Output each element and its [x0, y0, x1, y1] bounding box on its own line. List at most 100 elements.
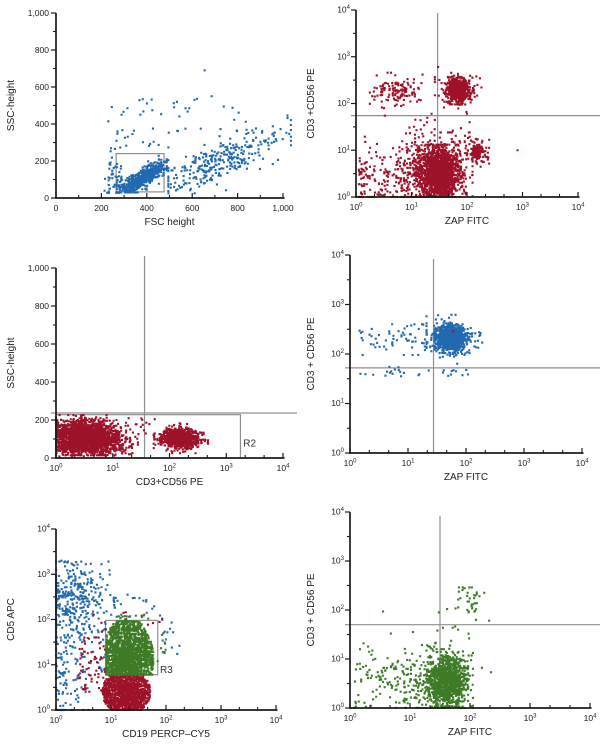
tick-label: 102 [331, 605, 344, 615]
scatter-points-red [357, 135, 427, 198]
panel-cd19-vs-cd5: 100 101 102 103 104 100 101 102 103 104 CD19 PERCP… [6, 524, 283, 741]
guides-layer [345, 259, 600, 453]
points-layer [55, 559, 181, 711]
x-axis-title: CD3+CD56 PE [136, 477, 204, 488]
panel-cell-2: 100 101 102 103 104 100 101 102 103 104 ZAP FITC CD… [300, 0, 603, 255]
tick-label: 600 [35, 339, 49, 349]
tick-label: 104 [331, 507, 344, 517]
scatter-points-blue [471, 331, 484, 349]
scatter-points-green [115, 613, 150, 621]
scatter-points-red [405, 112, 471, 147]
tick-label: 101 [405, 202, 418, 212]
tick-label: 103 [37, 569, 50, 579]
scatter-points-blue [233, 111, 289, 143]
panel-cell-1: 0 200 400 600 800 1,000 0 200 400 600 800 1,000 FSC … [0, 0, 300, 255]
panel-cd3cd56-vs-ssc: 100 101 102 103 104 0 200 400 600 800 1,000 CD3+CD5… [6, 256, 297, 488]
scatter-points-green [454, 586, 486, 614]
tick-label: 200 [35, 415, 49, 425]
scatter-points-blue [103, 156, 123, 194]
scatter-points-blue [425, 313, 480, 365]
tick-label: 100 [337, 192, 350, 202]
tick-label: 104 [572, 202, 585, 212]
scatter-points-green [156, 633, 167, 663]
scatter-points-red [55, 431, 134, 458]
points-layer [55, 414, 210, 458]
tick-label: 102 [460, 458, 473, 468]
tick-label: 600 [185, 203, 199, 213]
x-axis-title: ZAP FITC [448, 727, 492, 738]
tick-label: 100 [50, 463, 63, 473]
tick-label: 101 [404, 713, 417, 723]
x-axis-title: ZAP FITC [444, 472, 488, 483]
x-axis-title: FSC height [144, 217, 194, 228]
tick-label: 400 [35, 377, 49, 387]
tick-label: 102 [160, 715, 173, 725]
panel-zap-vs-cd3cd56-ungated: 100 101 102 103 104 100 101 102 103 104 ZAP FITC CD… [306, 5, 600, 227]
tick-label: 103 [524, 713, 537, 723]
tick-label: 100 [331, 703, 344, 713]
scatter-points-blue [167, 119, 292, 195]
tick-label: 104 [584, 713, 597, 723]
tick-label: 101 [337, 145, 350, 155]
tick-label: 104 [270, 715, 283, 725]
points-layer [353, 586, 492, 709]
scatter-points-extra-red [452, 330, 455, 333]
tick-label: 102 [464, 713, 477, 723]
tick-label: 103 [215, 715, 228, 725]
tick-label: 1,000 [272, 203, 294, 213]
y-axis-title: SSC-height [6, 80, 17, 131]
points-layer [358, 313, 484, 378]
tick-label: 200 [35, 156, 49, 166]
tick-label: 101 [331, 398, 344, 408]
scatter-points-red [368, 71, 423, 110]
scatter-points-blue [107, 95, 234, 153]
axes-layer: 100 101 102 103 104 0 200 400 600 800 1,000 CD3+CD5… [6, 263, 290, 488]
panel-cell-4: 100 101 102 103 104 100 101 102 103 104 ZAP FITC CD… [300, 250, 603, 505]
tick-label: 102 [163, 463, 176, 473]
tick-label: 103 [331, 556, 344, 566]
tick-label: 1,000 [28, 263, 50, 273]
tick-label: 103 [516, 202, 529, 212]
tick-label: 102 [337, 98, 350, 108]
tick-label: 0 [54, 203, 59, 213]
axes-layer: 100 101 102 103 104 100 101 102 103 104 ZAP FITC CD… [306, 250, 589, 484]
tick-label: 104 [277, 463, 290, 473]
scatter-points-red [386, 131, 474, 198]
tick-label: 102 [331, 349, 344, 359]
scatter-points-blue [55, 560, 115, 644]
tick-label: 100 [344, 713, 357, 723]
tick-label: 102 [37, 614, 50, 624]
tick-label: 400 [35, 119, 49, 129]
scatter-points-green [105, 620, 155, 676]
tick-label: 0 [44, 453, 49, 463]
tick-label: 103 [518, 458, 531, 468]
tick-label: 800 [231, 203, 245, 213]
scatter-points-blue [358, 323, 428, 356]
panel-fsc-vs-ssc: 0 200 400 600 800 1,000 0 200 400 600 800 1,000 FSC … [6, 8, 294, 228]
tick-label: 104 [576, 458, 589, 468]
tick-label: 101 [105, 715, 118, 725]
points-layer [357, 66, 519, 198]
gate-label-r3: R3 [160, 665, 173, 676]
axes-layer: 100 101 102 103 104 100 101 102 103 104 CD19 PERCP… [6, 524, 283, 741]
tick-label: 104 [331, 250, 344, 260]
tick-label: 101 [37, 659, 50, 669]
panel-cell-5: 100 101 102 103 104 100 101 102 103 104 CD19 PERCP… [0, 500, 300, 750]
tick-label: 100 [344, 458, 357, 468]
tick-label: 800 [35, 45, 49, 55]
y-axis-title: CD5 APC [6, 598, 17, 641]
tick-label: 100 [331, 448, 344, 458]
tick-label: 0 [44, 193, 49, 203]
y-axis-title: SSC-height [6, 337, 17, 388]
guides-layer [351, 13, 600, 197]
scatter-points-green [427, 625, 471, 648]
tick-label: 102 [461, 202, 474, 212]
panel-zap-vs-cd3cd56-r3: 100 101 102 103 104 100 101 102 103 104 ZAP FITC CD… [306, 507, 600, 738]
panel-zap-vs-cd3cd56-r2: 100 101 102 103 104 100 101 102 103 104 ZAP FITC CD… [306, 250, 600, 484]
tick-label: 800 [35, 301, 49, 311]
panel-cell-3: 100 101 102 103 104 0 200 400 600 800 1,000 CD3+CD5… [0, 250, 300, 505]
tick-label: 101 [331, 654, 344, 664]
tick-label: 103 [331, 299, 344, 309]
tick-label: 101 [106, 463, 119, 473]
tick-label: 103 [220, 463, 233, 473]
